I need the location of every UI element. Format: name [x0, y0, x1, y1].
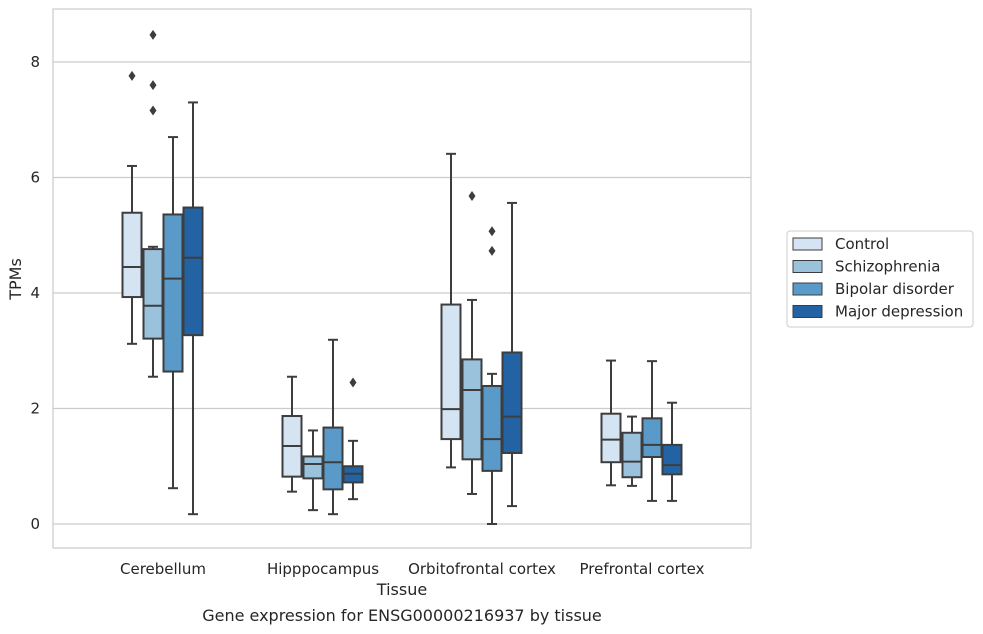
- box-iqr: [302, 455, 324, 480]
- outlier-point: [149, 80, 157, 91]
- outlier-point: [149, 105, 157, 116]
- box-iqr: [621, 431, 643, 479]
- box-iqr: [641, 417, 663, 459]
- box-bipolar-disorder: [162, 136, 184, 490]
- legend-label: Schizophrenia: [835, 258, 940, 276]
- box-bipolar-disorder: [322, 338, 344, 516]
- box-schizophrenia: [621, 415, 643, 487]
- box-iqr: [461, 358, 483, 461]
- box-schizophrenia: [461, 190, 483, 495]
- box-major-depression: [342, 377, 364, 501]
- box-control: [121, 70, 143, 345]
- box-iqr: [481, 384, 503, 472]
- outlier-point: [349, 377, 357, 388]
- box-control: [281, 375, 303, 493]
- y-tick-label: 2: [30, 400, 40, 418]
- boxes: [121, 29, 683, 525]
- x-tick-label: Hipppocampus: [267, 560, 379, 578]
- box-control: [440, 152, 462, 469]
- chart-caption: Gene expression for ENSG00000216937 by t…: [202, 606, 602, 625]
- box-iqr: [440, 303, 462, 441]
- y-tick-label: 4: [30, 284, 40, 302]
- legend: Control Schizophrenia Bipolar disorder Majo…: [786, 230, 974, 328]
- y-axis-title: TPMs: [6, 258, 25, 301]
- box-iqr: [162, 213, 184, 373]
- box-major-depression: [661, 401, 683, 502]
- outlier-point: [149, 29, 157, 40]
- y-tick-labels: 0 2 4 6 8: [30, 53, 40, 533]
- x-tick-labels: Cerebellum Hipppocampus Orbitofrontal cort…: [120, 560, 705, 578]
- outlier-point: [468, 190, 476, 201]
- legend-label: Control: [835, 235, 889, 253]
- box-iqr: [322, 426, 344, 491]
- y-tick-label: 0: [30, 515, 40, 533]
- y-tick-label: 6: [30, 169, 40, 187]
- box-iqr: [501, 351, 523, 454]
- x-tick-label: Prefrontal cortex: [580, 560, 705, 578]
- box-control: [600, 359, 622, 487]
- box-iqr: [121, 211, 143, 299]
- box-schizophrenia: [142, 29, 164, 378]
- x-tick-label: Orbitofrontal cortex: [408, 560, 556, 578]
- legend-entries: Control Schizophrenia Bipolar disorder Majo…: [792, 235, 963, 321]
- box-iqr: [142, 248, 164, 340]
- box-schizophrenia: [302, 429, 324, 512]
- box-major-depression: [182, 101, 204, 516]
- legend-swatch: [792, 260, 823, 273]
- legend-frame: [786, 230, 974, 328]
- x-axis-title: Tissue: [376, 580, 427, 599]
- box-bipolar-disorder: [641, 360, 663, 502]
- x-tick-label: Cerebellum: [120, 560, 206, 578]
- legend-swatch: [792, 282, 823, 296]
- box-iqr: [600, 412, 622, 464]
- legend-label: Bipolar disorder: [835, 280, 955, 298]
- box-iqr: [182, 206, 204, 337]
- legend-swatch: [792, 237, 823, 251]
- box-iqr: [661, 443, 683, 476]
- y-tick-label: 8: [30, 53, 40, 71]
- outlier-point: [128, 70, 136, 81]
- box-major-depression: [501, 201, 523, 508]
- outlier-point: [488, 245, 496, 256]
- legend-swatch: [792, 305, 823, 318]
- plot-frame: [52, 8, 752, 549]
- outlier-point: [488, 226, 496, 237]
- box-bipolar-disorder: [481, 226, 503, 525]
- legend-label: Major depression: [835, 303, 963, 321]
